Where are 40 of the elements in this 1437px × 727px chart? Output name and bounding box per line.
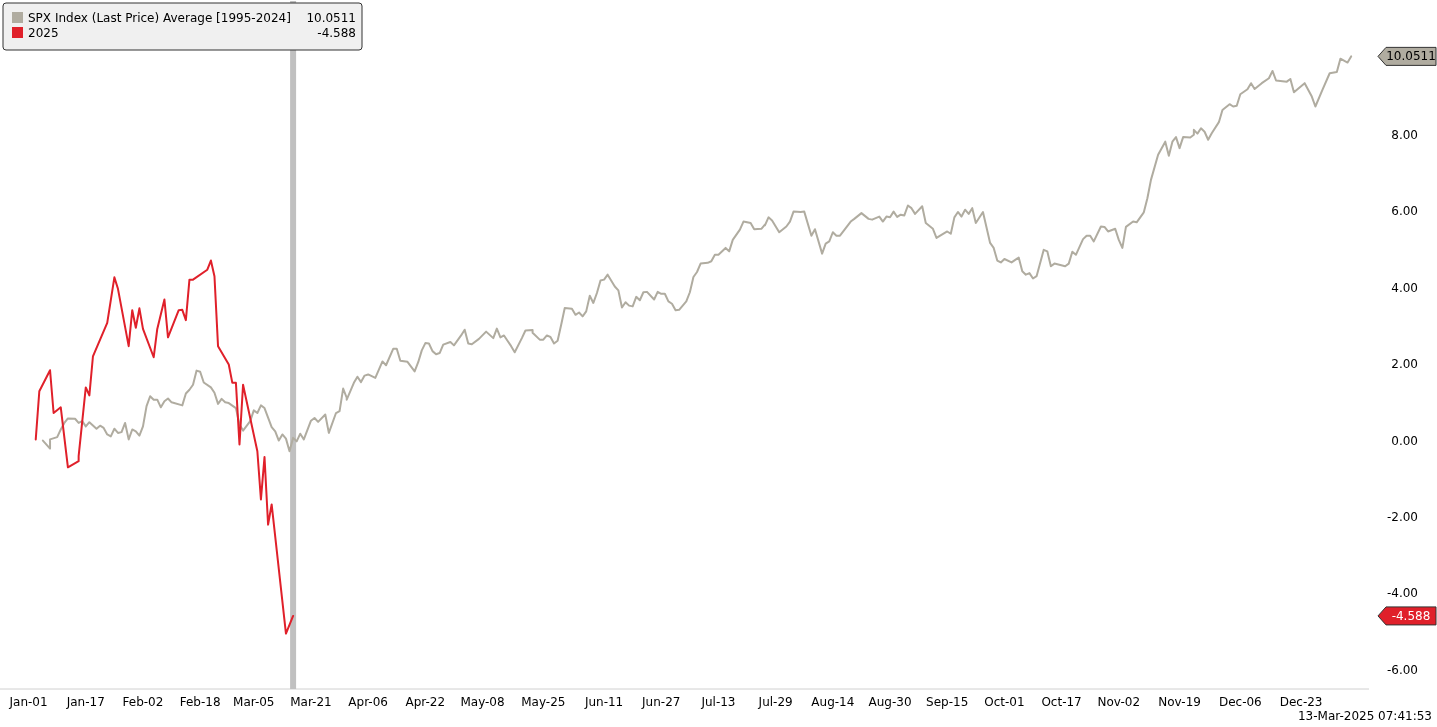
x-tick-label: Jul-29 [757,695,793,709]
x-tick-label: Apr-22 [405,695,446,709]
x-tick-label: Feb-18 [179,695,221,709]
line-series [34,259,295,635]
y-tick-label: -6.00 [1386,662,1418,677]
y-tick-label: 8.00 [1391,127,1418,142]
text: 10.0511 [1386,49,1436,64]
legend-label: SPX Index (Last Price) Average [1995-2024] [28,11,291,25]
x-tick-label: Aug-30 [868,695,912,709]
y-tick-label: -4.00 [1386,586,1418,601]
x-tick-label: Mar-05 [233,695,275,709]
y-tick-label: 6.00 [1391,204,1418,219]
line-series [41,55,1353,453]
x-tick-label: May-25 [521,695,566,709]
x-tick-label: May-08 [460,695,505,709]
x-tick-label: Jun-11 [583,695,624,709]
annotation: -4.588 [317,26,356,40]
x-tick-label: Sep-15 [926,695,969,709]
annotation: 10.0511 [306,11,356,25]
x-tick-label: Aug-14 [811,695,855,709]
x-tick-label: Jun-27 [641,695,681,709]
text: 13-Mar-2025 07:41:53 [1297,709,1432,723]
x-tick-label: Feb-02 [122,695,164,709]
x-tick-label: Dec-23 [1279,695,1323,709]
legend-label: 2025 [28,26,59,40]
y-tick-label: -2.00 [1386,510,1418,524]
x-tick-label: Oct-01 [984,695,1025,709]
x-tick-label: Dec-06 [1218,695,1262,709]
x-tick-label: Jul-13 [700,695,736,709]
y-tick-label: 2.00 [1391,357,1418,372]
x-tick-label: Jan-17 [65,695,105,709]
x-tick-label: Mar-21 [290,695,332,709]
y-tick-label: 4.00 [1391,280,1418,295]
x-tick-label: Jan-01 [8,695,48,709]
x-tick-label: Apr-06 [348,695,388,709]
x-tick-label: Nov-02 [1097,695,1141,709]
x-tick-label: Nov-19 [1158,695,1201,709]
text: -4.588 [1391,608,1431,623]
y-tick-label: 0.00 [1391,433,1418,448]
x-tick-label: Oct-17 [1041,695,1082,709]
